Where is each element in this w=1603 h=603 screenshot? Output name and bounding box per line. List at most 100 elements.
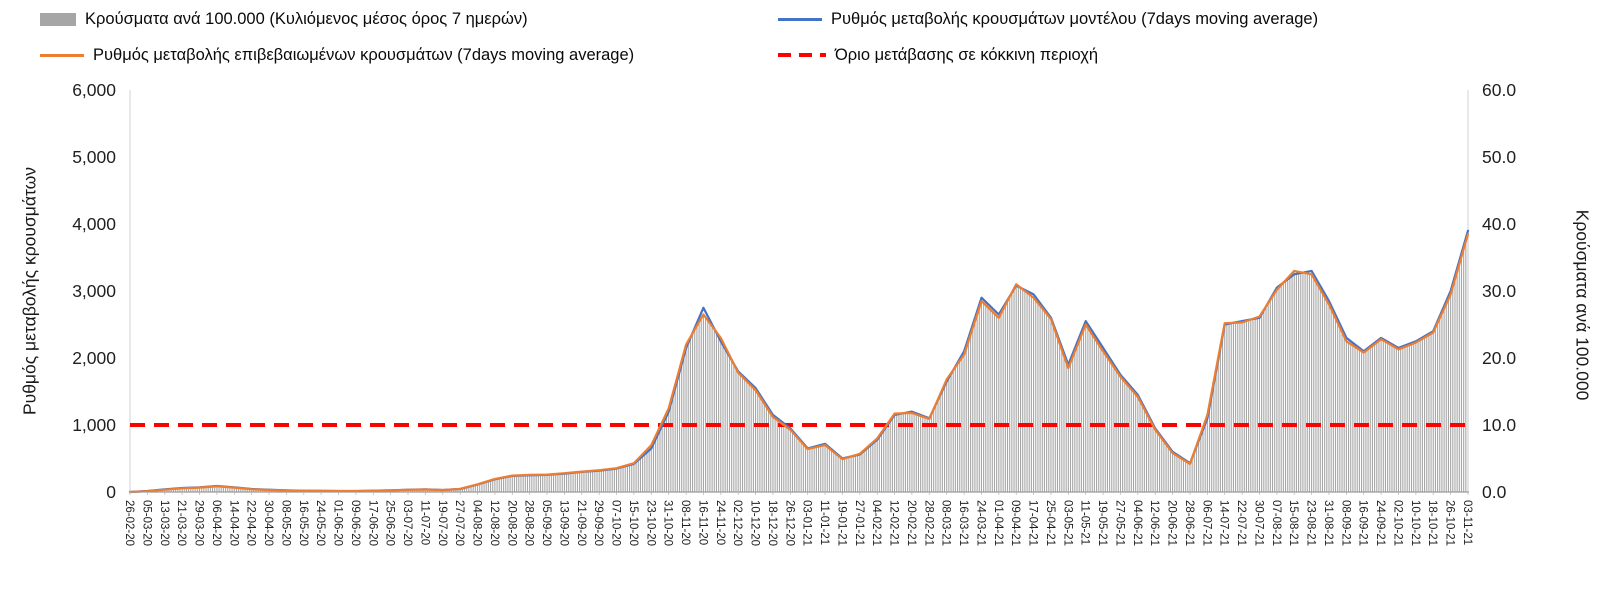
legend-label-cases-bars: Κρούσματα ανά 100.000 (Κυλιόμενος μέσος … <box>85 9 528 28</box>
svg-text:17-04-21: 17-04-21 <box>1027 500 1039 546</box>
svg-text:09-06-20: 09-06-20 <box>349 500 361 546</box>
svg-text:24-05-20: 24-05-20 <box>314 500 326 546</box>
svg-text:02-12-20: 02-12-20 <box>731 500 743 546</box>
svg-text:30-04-20: 30-04-20 <box>262 500 274 546</box>
svg-text:16-05-20: 16-05-20 <box>297 500 309 546</box>
legend-item-confirmed-line: Ρυθμός μεταβολής επιβεβαιωμένων κρουσμάτ… <box>40 42 634 68</box>
svg-text:31-10-20: 31-10-20 <box>662 500 674 546</box>
svg-text:19-05-21: 19-05-21 <box>1096 500 1108 546</box>
svg-text:16-11-20: 16-11-20 <box>696 500 708 545</box>
svg-text:12-06-21: 12-06-21 <box>1148 500 1160 546</box>
svg-text:29-03-20: 29-03-20 <box>193 500 205 546</box>
svg-text:20-06-21: 20-06-21 <box>1166 500 1178 546</box>
orange-line-swatch-icon <box>40 53 84 57</box>
svg-text:22-04-20: 22-04-20 <box>245 500 257 546</box>
svg-text:10-10-21: 10-10-21 <box>1409 500 1421 546</box>
svg-text:6,000: 6,000 <box>72 80 116 100</box>
svg-text:20-08-20: 20-08-20 <box>505 500 517 546</box>
svg-text:07-08-21: 07-08-21 <box>1270 500 1282 546</box>
svg-text:01-06-20: 01-06-20 <box>332 500 344 546</box>
svg-text:28-08-20: 28-08-20 <box>523 500 535 546</box>
legend-item-red-threshold: Όριο μετάβασης σε κόκκινη περιοχή <box>778 42 1098 68</box>
svg-text:23-10-20: 23-10-20 <box>644 500 656 546</box>
svg-text:05-09-20: 05-09-20 <box>540 500 552 546</box>
svg-text:60.0: 60.0 <box>1482 80 1516 100</box>
svg-text:24-09-21: 24-09-21 <box>1374 500 1386 546</box>
svg-text:04-02-21: 04-02-21 <box>870 500 882 546</box>
svg-text:08-03-21: 08-03-21 <box>940 500 952 546</box>
svg-text:12-08-20: 12-08-20 <box>488 500 500 546</box>
svg-text:15-08-21: 15-08-21 <box>1287 500 1299 546</box>
svg-text:21-09-20: 21-09-20 <box>575 500 587 546</box>
legend-label-model-line: Ρυθμός μεταβολής κρουσμάτων μοντέλου (7d… <box>831 9 1319 28</box>
svg-text:02-10-21: 02-10-21 <box>1392 500 1404 546</box>
blue-line-swatch-icon <box>778 17 822 21</box>
bar-swatch-icon <box>40 12 76 26</box>
svg-text:25-06-20: 25-06-20 <box>384 500 396 546</box>
svg-text:29-09-20: 29-09-20 <box>592 500 604 546</box>
svg-text:16-03-21: 16-03-21 <box>957 500 969 546</box>
svg-text:17-06-20: 17-06-20 <box>366 500 378 546</box>
svg-text:40.0: 40.0 <box>1482 214 1516 234</box>
svg-text:16-09-21: 16-09-21 <box>1357 500 1369 546</box>
svg-text:27-05-21: 27-05-21 <box>1114 500 1126 546</box>
svg-text:5,000: 5,000 <box>72 147 116 167</box>
svg-text:10-12-20: 10-12-20 <box>749 500 761 546</box>
left-axis-title: Ρυθμός μεταβολής κρουσμάτων <box>19 166 40 416</box>
svg-text:25-04-21: 25-04-21 <box>1044 500 1056 546</box>
svg-text:06-07-21: 06-07-21 <box>1200 500 1212 546</box>
svg-text:31-08-21: 31-08-21 <box>1322 500 1334 546</box>
svg-text:15-10-20: 15-10-20 <box>627 500 639 546</box>
svg-text:18-12-20: 18-12-20 <box>766 500 778 546</box>
legend-label-confirmed-line: Ρυθμός μεταβολής επιβεβαιωμένων κρουσμάτ… <box>93 45 635 64</box>
svg-text:03-01-21: 03-01-21 <box>801 500 813 546</box>
svg-text:24-03-21: 24-03-21 <box>975 500 987 546</box>
svg-text:30.0: 30.0 <box>1482 281 1516 301</box>
legend-item-cases-bars: Κρούσματα ανά 100.000 (Κυλιόμενος μέσος … <box>40 6 528 32</box>
svg-text:23-08-21: 23-08-21 <box>1305 500 1317 546</box>
svg-text:08-11-20: 08-11-20 <box>679 500 691 545</box>
svg-text:19-01-21: 19-01-21 <box>835 500 847 546</box>
svg-text:2,000: 2,000 <box>72 348 116 368</box>
svg-text:08-09-21: 08-09-21 <box>1339 500 1351 546</box>
legend: Κρούσματα ανά 100.000 (Κυλιόμενος μέσος … <box>0 0 1603 72</box>
svg-text:07-10-20: 07-10-20 <box>610 500 622 546</box>
legend-label-red-threshold: Όριο μετάβασης σε κόκκινη περιοχή <box>835 45 1099 64</box>
legend-item-model-line: Ρυθμός μεταβολής κρουσμάτων μοντέλου (7d… <box>778 6 1318 32</box>
svg-text:24-11-20: 24-11-20 <box>714 500 726 545</box>
svg-text:14-04-20: 14-04-20 <box>227 500 239 546</box>
svg-text:12-02-21: 12-02-21 <box>888 500 900 546</box>
svg-text:26-12-20: 26-12-20 <box>783 500 795 546</box>
svg-text:03-11-21: 03-11-21 <box>1461 500 1473 545</box>
right-axis-title: Κρούσματα ανά 100.000 <box>1572 209 1593 401</box>
svg-text:18-10-21: 18-10-21 <box>1426 500 1438 546</box>
svg-text:28-02-21: 28-02-21 <box>922 500 934 546</box>
svg-text:4,000: 4,000 <box>72 214 116 234</box>
svg-text:05-03-20: 05-03-20 <box>140 500 152 546</box>
svg-text:10.0: 10.0 <box>1482 415 1516 435</box>
svg-text:09-04-21: 09-04-21 <box>1009 500 1021 546</box>
svg-text:04-06-21: 04-06-21 <box>1131 500 1143 546</box>
svg-text:20-02-21: 20-02-21 <box>905 500 917 546</box>
svg-text:27-07-20: 27-07-20 <box>453 500 465 546</box>
svg-text:20.0: 20.0 <box>1482 348 1516 368</box>
svg-text:06-04-20: 06-04-20 <box>210 500 222 546</box>
svg-text:11-07-20: 11-07-20 <box>418 500 430 545</box>
svg-text:3,000: 3,000 <box>72 281 116 301</box>
svg-text:21-03-20: 21-03-20 <box>175 500 187 546</box>
svg-text:19-07-20: 19-07-20 <box>436 500 448 546</box>
svg-text:04-08-20: 04-08-20 <box>471 500 483 546</box>
svg-text:03-07-20: 03-07-20 <box>401 500 413 546</box>
svg-text:14-07-21: 14-07-21 <box>1218 500 1230 546</box>
svg-text:08-05-20: 08-05-20 <box>279 500 291 546</box>
svg-text:27-01-21: 27-01-21 <box>853 500 865 546</box>
svg-text:13-03-20: 13-03-20 <box>158 500 170 546</box>
svg-text:13-09-20: 13-09-20 <box>557 500 569 546</box>
svg-text:28-06-21: 28-06-21 <box>1183 500 1195 546</box>
svg-text:22-07-21: 22-07-21 <box>1235 500 1247 546</box>
svg-text:50.0: 50.0 <box>1482 147 1516 167</box>
svg-text:11-01-21: 11-01-21 <box>818 500 830 545</box>
svg-text:11-05-21: 11-05-21 <box>1079 500 1091 545</box>
